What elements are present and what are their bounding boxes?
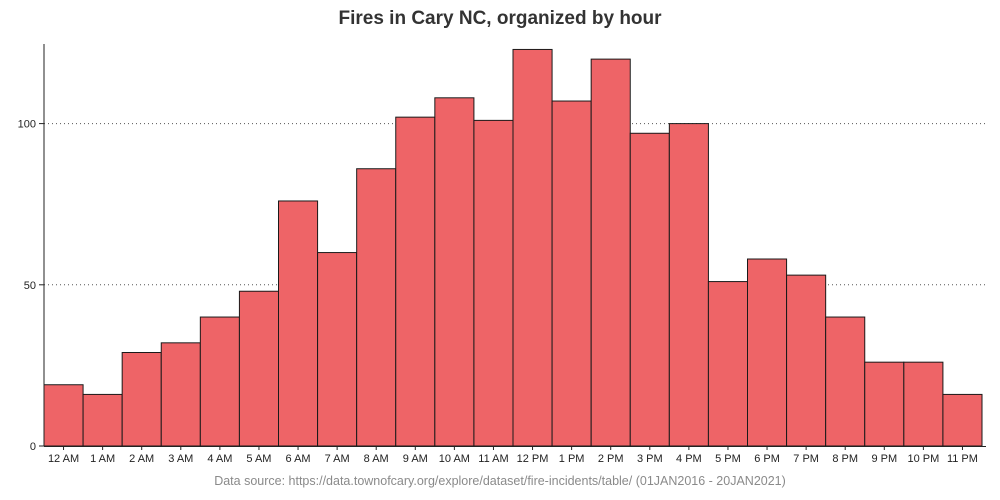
bar-11-am [473, 119, 514, 447]
bar-10-pm [903, 361, 944, 447]
bar-6-pm [747, 258, 788, 447]
x-tick-label-2-am: 2 AM [129, 453, 154, 465]
x-tick-label-3-am: 3 AM [168, 453, 193, 465]
bar-3-am [160, 342, 201, 447]
x-tick-label-9-am: 9 AM [403, 453, 428, 465]
chart-title: Fires in Cary NC, organized by hour [338, 8, 662, 29]
bar-12-pm [512, 48, 553, 447]
axes: 0 50 100 12 AM 1 AM 2 AM 3 AM 4 AM 5 AM 6 AM 7 AM 8… [18, 44, 986, 465]
bar-2-am [121, 352, 162, 447]
bar-8-am [356, 168, 397, 447]
bar-3-pm [629, 132, 670, 447]
bar-9-pm [864, 361, 905, 447]
x-tick-label-7-am: 7 AM [325, 453, 350, 465]
bar-5-pm [707, 281, 749, 447]
x-tick-label-11-pm: 11 PM [947, 453, 978, 465]
bar-11-pm [942, 393, 983, 447]
bar-2-pm [590, 58, 631, 447]
bar-5-am [238, 290, 280, 447]
bar-7-am [317, 252, 358, 447]
x-tick-label-5-pm: 5 PM [715, 453, 741, 465]
bar-4-am [199, 316, 240, 447]
y-tick-label-50: 50 [24, 280, 36, 292]
bar-6-am [278, 200, 319, 447]
x-tick-label-10-pm: 10 PM [907, 453, 939, 465]
x-tick-label-12-am: 12 AM [48, 453, 79, 465]
x-tick-label-9-pm: 9 PM [871, 453, 897, 465]
x-tick-label-1-pm: 1 PM [559, 453, 585, 465]
x-tick-label-2-pm: 2 PM [598, 453, 624, 465]
x-tick-label-6-am: 6 AM [286, 453, 311, 465]
data-source-note: Data source: https://data.townofcary.org… [214, 474, 786, 488]
x-tick-label-4-pm: 4 PM [676, 453, 702, 465]
x-tick-label-8-pm: 8 PM [832, 453, 858, 465]
x-tick-label-8-am: 8 AM [364, 453, 389, 465]
y-tick-label-100: 100 [18, 119, 36, 131]
bar-10-am [434, 97, 475, 447]
x-tick-label-7-pm: 7 PM [793, 453, 819, 465]
x-tick-label-11-am: 11 AM [478, 453, 508, 465]
x-tick-label-4-am: 4 AM [207, 453, 232, 465]
bar-9-am [395, 116, 436, 447]
bar-12-am [43, 384, 84, 447]
bar-1-am [82, 393, 123, 447]
bars [43, 48, 983, 447]
x-tick-label-3-pm: 3 PM [637, 453, 663, 465]
x-tick-label-5-am: 5 AM [246, 453, 271, 465]
bar-4-pm [668, 123, 709, 447]
bar-8-pm [825, 316, 866, 447]
y-tick-label-0: 0 [30, 441, 36, 453]
bar-7-pm [786, 274, 827, 447]
x-tick-label-12-pm: 12 PM [517, 453, 549, 465]
bar-1-pm [551, 100, 592, 447]
x-tick-label-10-am: 10 AM [439, 453, 470, 465]
x-tick-label-1-am: 1 AM [90, 453, 115, 465]
x-tick-label-6-pm: 6 PM [754, 453, 780, 465]
